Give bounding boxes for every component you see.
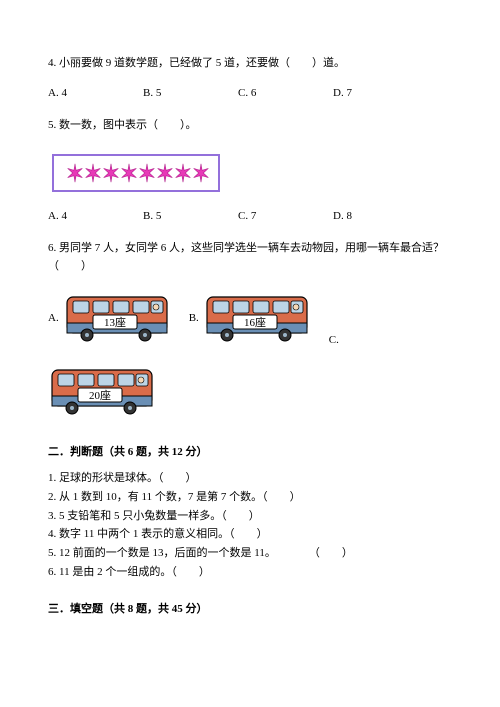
- q4-opt-c[interactable]: C. 6: [238, 87, 333, 99]
- q5-opt-b[interactable]: B. 5: [143, 210, 238, 222]
- q6-bus-row2: 20座: [48, 362, 452, 425]
- q6-opt-a-label: A.: [48, 312, 59, 324]
- stars-box: [52, 154, 220, 192]
- q6-bus-row1: A. 13座 B. 16座 C.: [48, 289, 452, 352]
- q4-opt-d[interactable]: D. 7: [333, 87, 413, 99]
- star-icon: [190, 162, 212, 184]
- q6-text: 6. 男同学 7 人，女同学 6 人，这些同学选坐一辆车去动物园，用哪一辆车最合…: [48, 240, 452, 275]
- tf-item: 6. 11 是由 2 个一组成的。（ ）: [48, 563, 452, 582]
- tf-item: 3. 5 支铅笔和 5 只小兔数量一样多。（ ）: [48, 507, 452, 526]
- q6-opt-a[interactable]: A. 13座: [48, 289, 171, 346]
- q4-text: 4. 小丽要做 9 道数学题，已经做了 5 道，还要做（ ）道。: [48, 55, 452, 73]
- q5-opt-d[interactable]: D. 8: [333, 210, 413, 222]
- tf-list: 1. 足球的形状是球体。（ ）2. 从 1 数到 10，有 11 个数，7 是第…: [48, 469, 452, 581]
- q5-options: A. 4 B. 5 C. 7 D. 8: [48, 210, 452, 222]
- q5-opt-a[interactable]: A. 4: [48, 210, 143, 222]
- bus-b-icon: 16座: [203, 289, 311, 346]
- tf-item: 1. 足球的形状是球体。（ ）: [48, 469, 452, 488]
- q5-opt-c[interactable]: C. 7: [238, 210, 333, 222]
- q6-opt-b-label: B.: [189, 312, 199, 324]
- q6-opt-c-label: C.: [329, 334, 339, 346]
- section3-header: 三．填空题（共 8 题，共 45 分）: [48, 600, 452, 616]
- q6-opt-c[interactable]: C.: [329, 334, 343, 346]
- q6-opt-c-bus[interactable]: 20座: [48, 362, 156, 419]
- q4-opt-a[interactable]: A. 4: [48, 87, 143, 99]
- bus-c-icon: 20座: [48, 362, 156, 419]
- tf-item: 4. 数字 11 中两个 1 表示的意义相同。（ ）: [48, 525, 452, 544]
- q4-opt-b[interactable]: B. 5: [143, 87, 238, 99]
- tf-item: 5. 12 前面的一个数是 13，后面的一个数是 11。 （ ）: [48, 544, 452, 563]
- svg-text:16座: 16座: [244, 315, 266, 329]
- section2-header: 二．判断题（共 6 题，共 12 分）: [48, 443, 452, 459]
- q6-opt-b[interactable]: B. 16座: [189, 289, 311, 346]
- svg-text:13座: 13座: [104, 315, 126, 329]
- q4-options: A. 4 B. 5 C. 6 D. 7: [48, 87, 452, 99]
- q5-text: 5. 数一数，图中表示（ ）。: [48, 117, 452, 135]
- bus-a-icon: 13座: [63, 289, 171, 346]
- tf-item: 2. 从 1 数到 10，有 11 个数，7 是第 7 个数。（ ）: [48, 488, 452, 507]
- svg-text:20座: 20座: [89, 388, 111, 402]
